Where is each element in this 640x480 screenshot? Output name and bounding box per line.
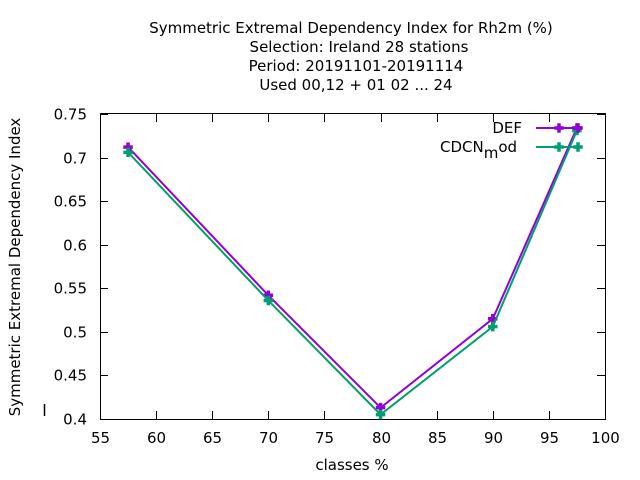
y-tick-label: 0.65 (54, 193, 87, 211)
x-tick-label: 85 (428, 429, 447, 447)
legend-label-cdcnmod-sub: m (484, 144, 499, 162)
legend-marker (554, 142, 564, 152)
data-point-1 (123, 147, 133, 158)
series-line-0 (127, 127, 578, 410)
data-point-1 (263, 295, 274, 306)
x-tick-label: 70 (259, 429, 278, 447)
x-tick-label: 95 (540, 429, 559, 447)
y-tick-label: 0.55 (54, 280, 87, 298)
y-tick-label: 0.4 (63, 411, 87, 429)
title-line-2: Selection: Ireland 28 stations (250, 38, 469, 56)
legend-label-def: DEF (492, 119, 522, 137)
x-tick-label: 60 (147, 429, 166, 447)
data-point-1 (488, 321, 498, 332)
title-line-4: Used 00,12 + 01 02 ... 24 (259, 76, 452, 94)
x-tick-label: 55 (91, 429, 110, 447)
legend: DEF CDCNmod (440, 119, 583, 162)
x-tick-label: 80 (372, 429, 391, 447)
series-line-1 (127, 130, 578, 416)
legend-label-cdcnmod-main: CDCN (440, 138, 484, 156)
x-axis: 55 60 65 70 75 80 85 90 95 100 (91, 114, 620, 447)
plot-frame (100, 113, 606, 420)
legend-marker (573, 123, 583, 133)
data-point-0 (488, 314, 498, 324)
y-axis-label: Symmetric Extremal Dependency Index (6, 118, 24, 417)
x-tick-label: 90 (484, 429, 503, 447)
data-point-0 (375, 402, 386, 413)
title-line-3: Period: 20191101-20191114 (249, 57, 464, 75)
legend-label-cdcnmod: CDCNmod (440, 138, 517, 162)
series-layer (123, 123, 582, 420)
legend-label-cdcnmod-tail: od (498, 138, 517, 156)
title-line-1: Symmetric Extremal Dependency Index for … (149, 19, 553, 37)
y-tick-label: 0.6 (63, 237, 87, 255)
y-tick-label: 0.75 (54, 106, 87, 124)
data-point-1 (375, 409, 386, 420)
y-tick-label: 0.45 (54, 367, 87, 385)
chart-title: Symmetric Extremal Dependency Index for … (149, 19, 553, 94)
x-tick-label: 65 (203, 429, 222, 447)
x-tick-label: 75 (315, 429, 334, 447)
y-tick-label: 0.7 (63, 150, 87, 168)
x-tick-label: 100 (591, 429, 620, 447)
legend-marker (573, 142, 583, 152)
y-tick-label: 0.5 (63, 324, 87, 342)
x-axis-label: classes % (315, 456, 388, 474)
legend-marker (554, 123, 564, 133)
y-axis: 0.4 0.45 0.5 0.55 0.6 0.65 0.7 0.75 (54, 106, 605, 429)
